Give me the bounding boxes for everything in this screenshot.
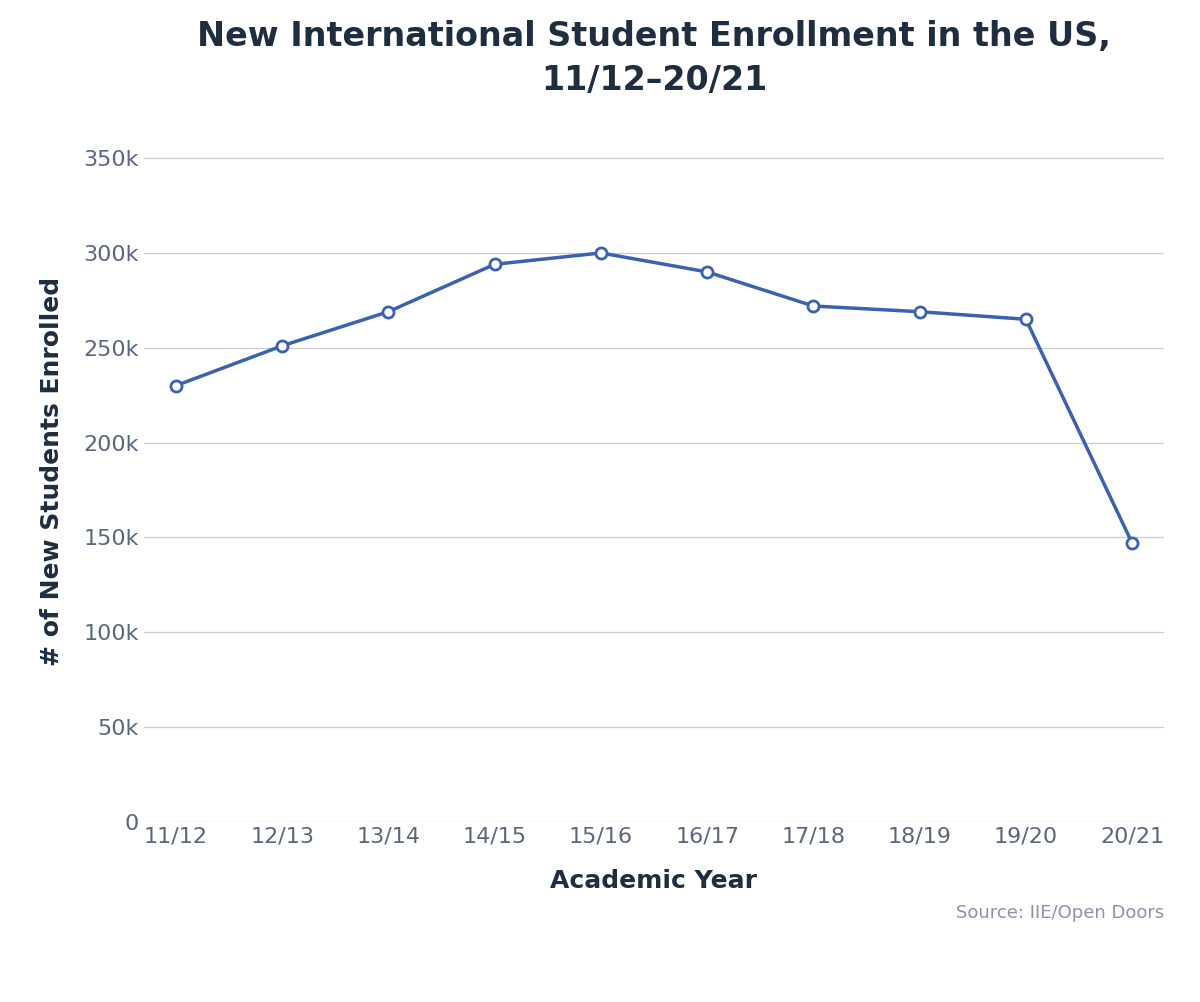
Y-axis label: # of New Students Enrolled: # of New Students Enrolled bbox=[40, 277, 64, 665]
Text: Source: IIE/Open Doors: Source: IIE/Open Doors bbox=[955, 904, 1164, 922]
X-axis label: Academic Year: Academic Year bbox=[551, 869, 757, 893]
Title: New International Student Enrollment in the US,
11/12–20/21: New International Student Enrollment in … bbox=[197, 20, 1111, 96]
